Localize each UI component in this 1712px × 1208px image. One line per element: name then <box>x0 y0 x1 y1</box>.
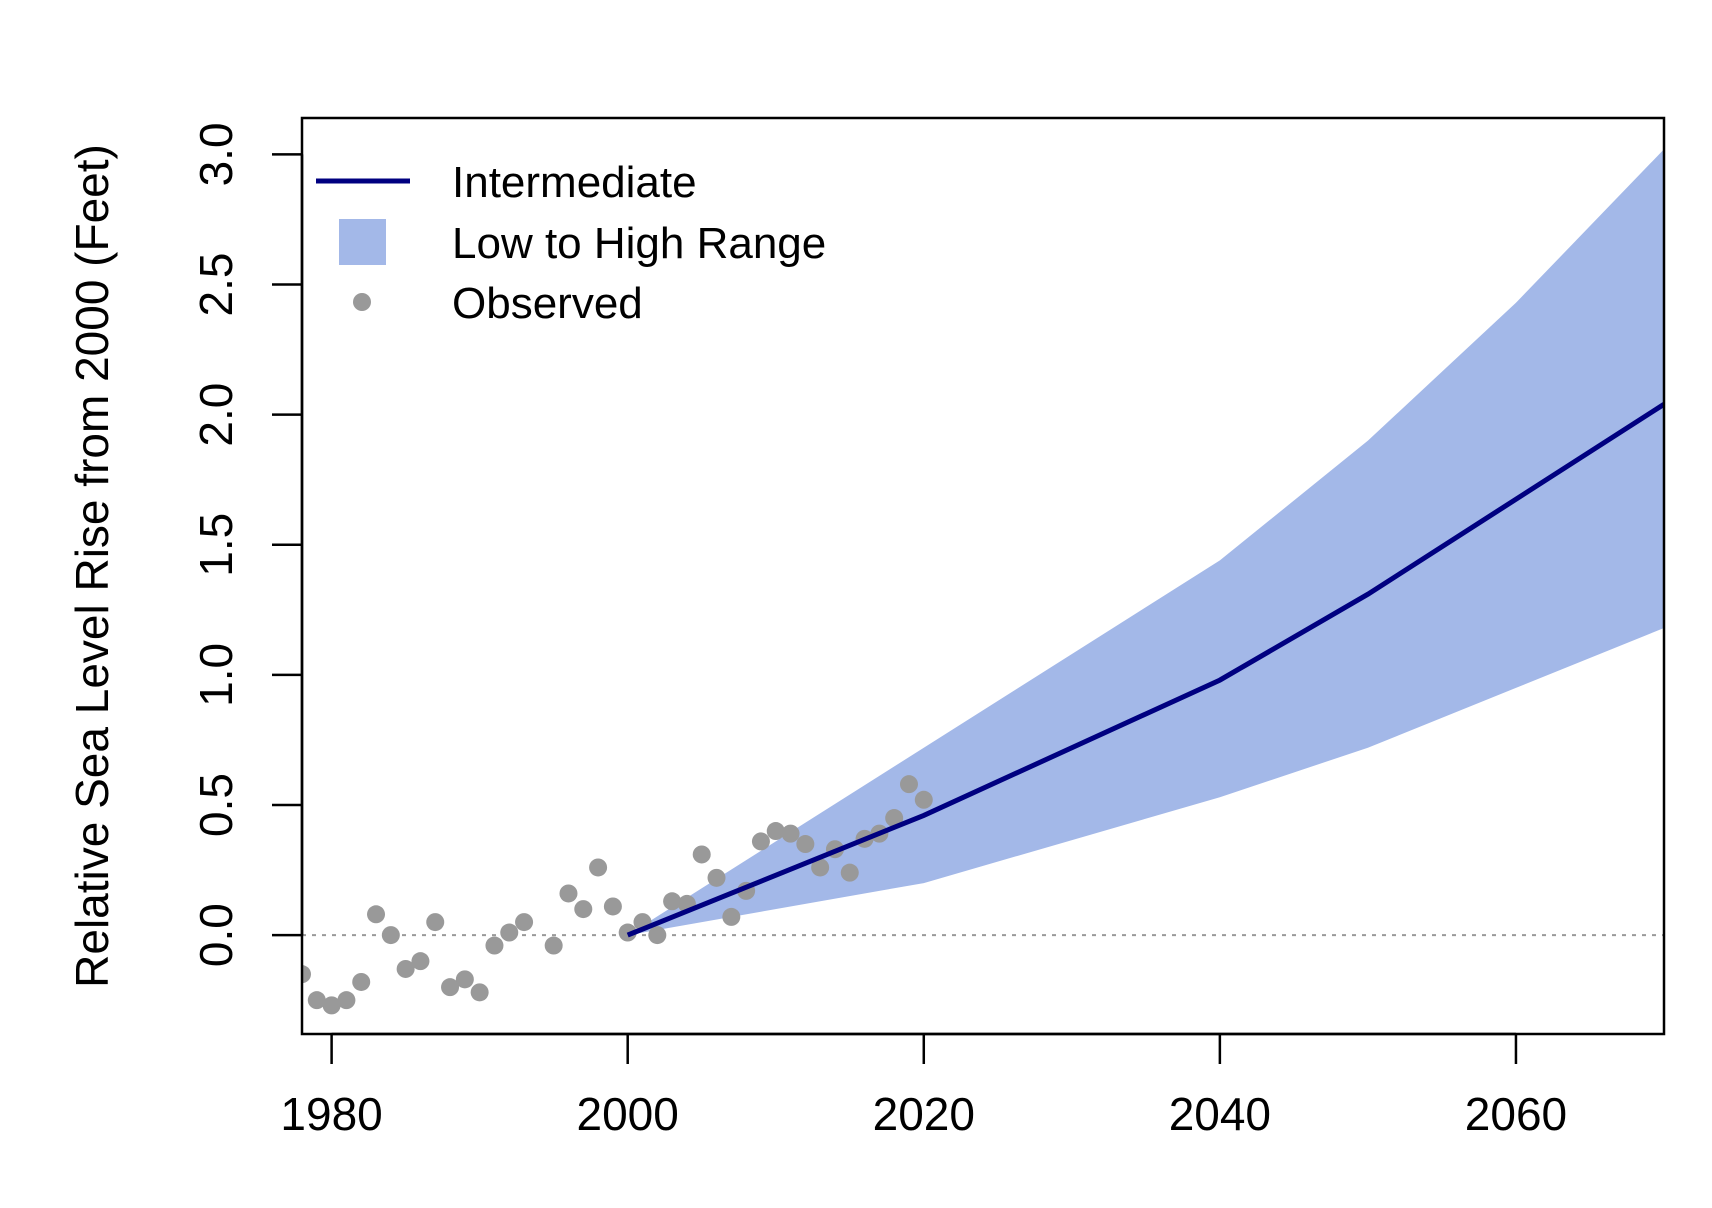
x-tick-label: 2040 <box>1169 1088 1271 1140</box>
observed-point <box>455 970 474 989</box>
observed-point <box>663 892 682 911</box>
observed-point <box>603 897 622 916</box>
x-tick-label: 2020 <box>873 1088 975 1140</box>
x-axis: 1980 2000 2020 2040 2060 <box>280 1032 1567 1140</box>
x-tick-label: 1980 <box>280 1088 382 1140</box>
legend: Intermediate Low to High Range Observed <box>316 158 826 328</box>
observed-point <box>322 996 341 1015</box>
observed-point <box>781 824 800 843</box>
intermediate-line <box>626 402 1664 938</box>
observed-point <box>470 983 489 1002</box>
observed-point <box>574 900 593 919</box>
observed-point <box>589 858 608 877</box>
legend-label-intermediate: Intermediate <box>452 158 697 207</box>
x-tick-label: 2060 <box>1465 1088 1567 1140</box>
observed-points <box>302 775 933 1015</box>
observed-point <box>914 790 933 809</box>
observed-point <box>692 845 711 864</box>
observed-point <box>751 832 770 851</box>
observed-point <box>307 991 326 1010</box>
observed-point <box>396 959 415 978</box>
x-tick-label: 2000 <box>577 1088 679 1140</box>
y-tick-label: 1.0 <box>190 643 242 707</box>
legend-label-range: Low to High Range <box>452 219 826 268</box>
legend-swatch-range <box>339 219 386 265</box>
observed-point <box>441 978 460 997</box>
observed-point <box>411 952 430 971</box>
observed-point <box>367 905 386 924</box>
observed-point <box>381 926 400 945</box>
observed-point <box>515 913 534 932</box>
observed-point <box>796 835 815 854</box>
observed-point <box>337 991 356 1010</box>
observed-point <box>302 965 311 984</box>
observed-point <box>840 863 859 882</box>
observed-point <box>352 972 371 991</box>
y-tick-label: 2.0 <box>190 383 242 447</box>
y-tick-label: 1.5 <box>190 513 242 577</box>
range-band <box>627 149 1664 936</box>
y-axis-title: Relative Sea Level Rise from 2000 (Feet) <box>66 144 118 988</box>
y-axis: 0.0 0.5 1.0 1.5 2.0 2.5 3.0 <box>190 122 304 967</box>
plot-area <box>302 149 1664 1015</box>
observed-point <box>766 822 785 841</box>
observed-point <box>722 907 741 926</box>
observed-point <box>899 775 918 794</box>
legend-swatch-observed <box>353 293 371 311</box>
legend-label-observed: Observed <box>452 279 643 328</box>
observed-point <box>485 936 504 955</box>
observed-point <box>544 936 563 955</box>
observed-point <box>559 884 578 903</box>
y-tick-label: 2.5 <box>190 253 242 317</box>
observed-point <box>885 809 904 828</box>
observed-point <box>426 913 445 932</box>
y-tick-label: 3.0 <box>190 122 242 186</box>
y-tick-label: 0.5 <box>190 773 242 837</box>
observed-point <box>811 858 830 877</box>
observed-point <box>707 868 726 887</box>
y-tick-label: 0.0 <box>190 903 242 967</box>
observed-point <box>500 923 519 942</box>
observed-point <box>648 926 667 945</box>
